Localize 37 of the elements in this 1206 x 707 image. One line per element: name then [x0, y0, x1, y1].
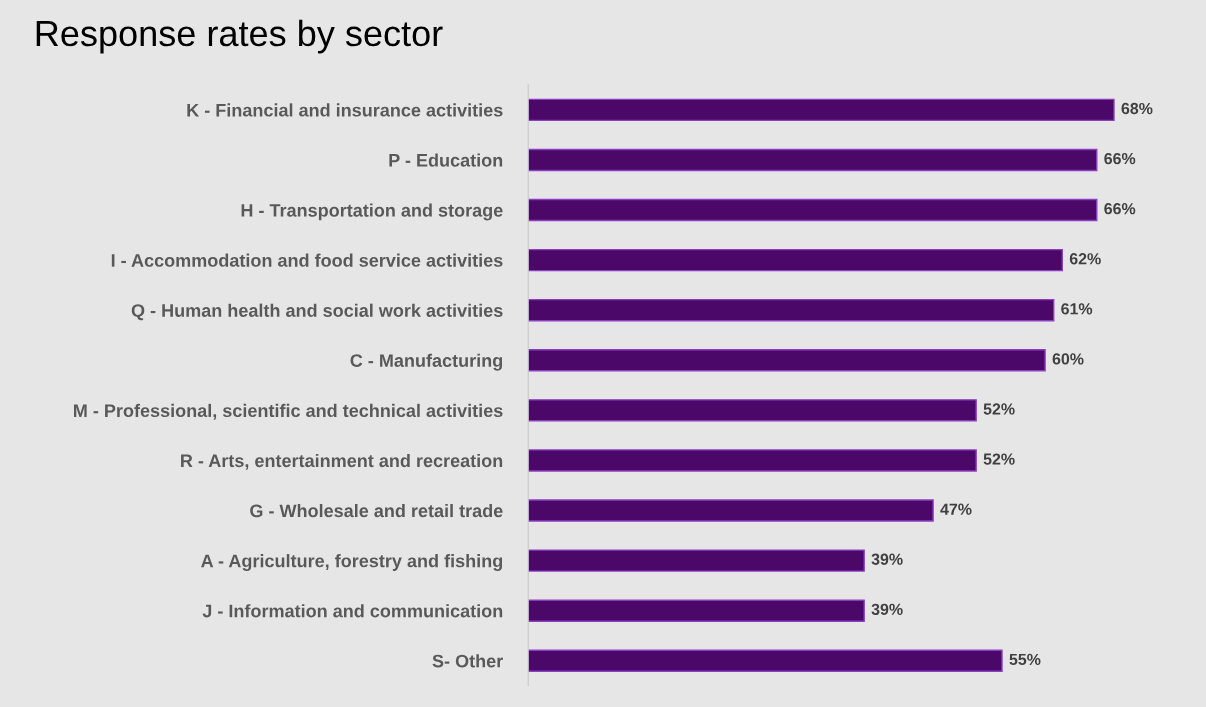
data-label: 52% — [983, 403, 1015, 415]
bar — [528, 98, 1115, 122]
bar — [528, 298, 1055, 322]
y-tick-label: G - Wholesale and retail trade — [250, 503, 503, 518]
bar — [528, 148, 1098, 172]
y-tick-label: P - Education — [389, 153, 503, 167]
bar — [528, 649, 1003, 672]
data-label: 39% — [871, 553, 903, 565]
bar — [528, 499, 934, 522]
bar — [528, 349, 1046, 372]
data-label: 62% — [1069, 253, 1101, 265]
y-tick-label: H - Transportation and storage — [241, 203, 503, 221]
y-tick-label: C - Manufacturing — [350, 353, 503, 371]
data-label: 66% — [1104, 152, 1136, 165]
bar — [528, 198, 1098, 222]
bar — [528, 399, 977, 422]
data-label: 39% — [871, 603, 903, 615]
data-label: 55% — [1009, 653, 1041, 666]
y-tick-label: A - Agriculture, forestry and fishing — [201, 554, 503, 571]
bar — [528, 248, 1064, 272]
bar — [528, 599, 865, 622]
data-label: 52% — [983, 453, 1015, 465]
y-tick-label: K - Financial and insurance activities — [187, 103, 503, 117]
bar — [528, 549, 865, 572]
data-label: 66% — [1104, 203, 1136, 215]
data-label: 47% — [940, 503, 972, 515]
y-tick-label: S- Other — [432, 654, 503, 668]
data-label: 68% — [1121, 102, 1153, 115]
y-tick-label: Q - Human health and social work activities — [131, 303, 503, 321]
bar — [528, 449, 977, 472]
data-label: 60% — [1052, 353, 1084, 365]
y-tick-label: I - Accommodation and food service activities — [111, 253, 503, 267]
y-tick-label: J - Information and communication — [202, 604, 503, 618]
chart-title: Response rates by sector — [36, 19, 443, 54]
y-tick-label: R - Arts, entertainment and recreation — [181, 453, 503, 470]
data-label: 61% — [1061, 303, 1093, 315]
y-tick-label: M - Professional, scientific and technical activities — [74, 403, 503, 420]
